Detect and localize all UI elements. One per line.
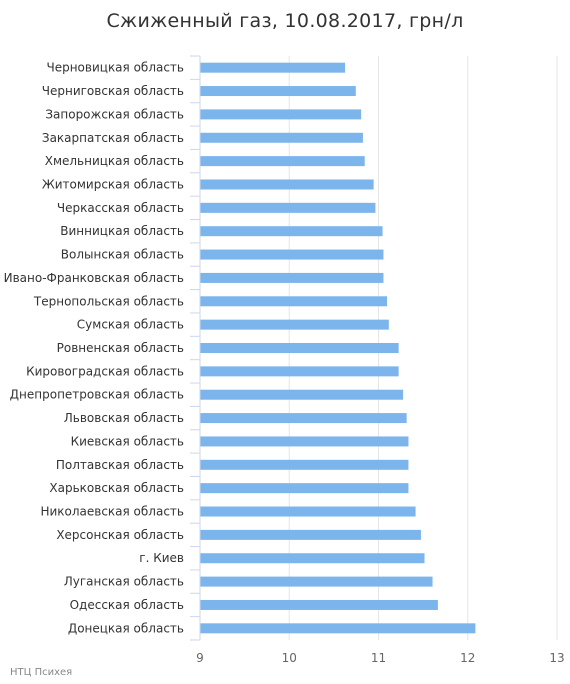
category-label: Житомирская область — [42, 177, 184, 191]
category-label: Ровненская область — [57, 341, 184, 355]
category-label: Луганская область — [64, 575, 184, 589]
category-label: Винницкая область — [60, 224, 184, 238]
bar — [200, 272, 384, 283]
bar — [200, 436, 409, 447]
bar — [200, 506, 416, 517]
category-label: Черниговская область — [42, 84, 184, 98]
bar — [200, 553, 425, 564]
x-tick-label: 13 — [549, 651, 564, 665]
bar — [200, 319, 389, 330]
category-label: Закарпатская область — [42, 131, 184, 145]
bar — [200, 62, 346, 73]
bar — [200, 226, 383, 237]
category-label: Днепропетровская область — [10, 388, 184, 402]
bars — [200, 62, 476, 634]
bar — [200, 529, 421, 540]
chart-title: Сжиженный газ, 10.08.2017, грн/л — [106, 10, 464, 32]
bar — [200, 389, 404, 400]
bar — [200, 623, 476, 634]
bar — [200, 249, 384, 260]
x-tick-label: 11 — [371, 651, 386, 665]
bar — [200, 179, 374, 190]
credit-text: НТЦ Психея — [10, 667, 73, 678]
bar — [200, 576, 433, 587]
bar — [200, 109, 362, 120]
category-label: Сумская область — [77, 318, 184, 332]
bar — [200, 86, 356, 97]
category-label: Волынская область — [61, 248, 184, 262]
bar — [200, 202, 376, 213]
category-label: Полтавская область — [56, 458, 184, 472]
category-label: Ивано-Франковская область — [4, 271, 184, 285]
x-tick-labels: 9 10 11 12 13 — [196, 651, 564, 665]
category-label: Тернопольская область — [33, 294, 184, 308]
category-label: Одесская область — [70, 598, 184, 612]
x-tick-label: 12 — [460, 651, 475, 665]
category-label: г. Киев — [139, 551, 184, 565]
x-tick-label: 10 — [282, 651, 297, 665]
bar — [200, 296, 388, 307]
bar — [200, 366, 399, 377]
category-label: Львовская область — [64, 411, 184, 425]
bar — [200, 343, 399, 353]
category-label: Запорожская область — [45, 107, 184, 121]
x-tick-label: 9 — [196, 651, 204, 665]
bar — [200, 413, 407, 424]
bar — [200, 459, 409, 470]
category-label: Донецкая область — [68, 621, 184, 635]
bar — [200, 599, 438, 610]
category-label: Николаевская область — [40, 505, 184, 519]
category-label: Киевская область — [71, 434, 184, 448]
bar — [200, 483, 409, 494]
category-label: Кировоградская область — [26, 364, 184, 378]
category-label: Херсонская область — [56, 528, 184, 542]
category-label: Хмельницкая область — [45, 154, 184, 168]
category-label: Черновицкая область — [46, 61, 184, 75]
bar — [200, 132, 363, 143]
bar — [200, 156, 365, 167]
category-label: Харьковская область — [49, 481, 184, 495]
category-labels: Черновицкая область Черниговская область З… — [4, 61, 184, 636]
category-label: Черкасская область — [57, 201, 184, 215]
